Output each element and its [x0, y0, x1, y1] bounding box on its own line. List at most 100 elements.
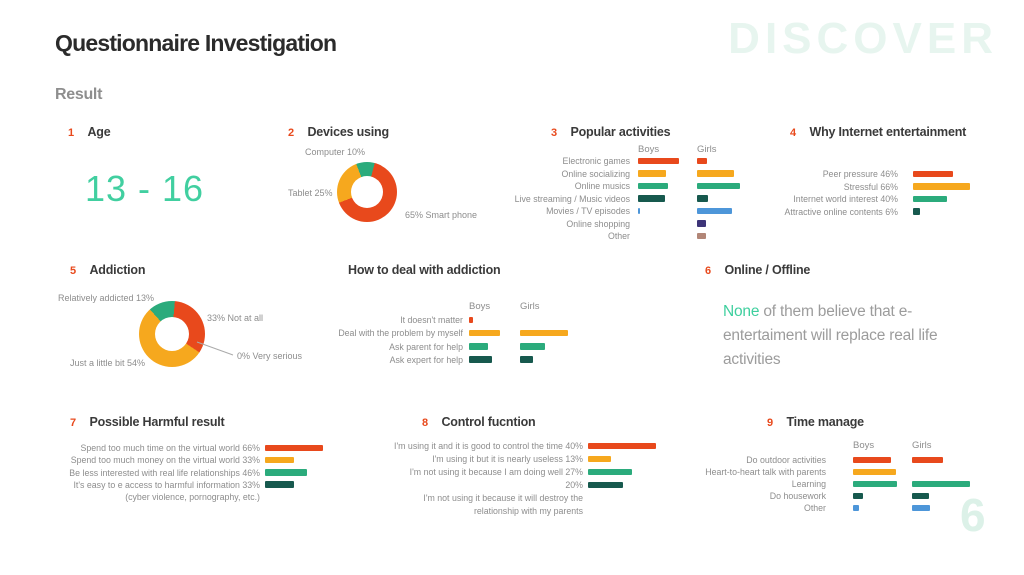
- result-subtitle: Result: [55, 86, 103, 103]
- bar-row-label: It doesn't matter: [400, 315, 463, 325]
- bar-row-extra-label: I'm not using it because it will destroy…: [423, 493, 583, 503]
- bar-boys: [638, 207, 640, 214]
- bar-boys: [638, 182, 668, 189]
- bar: [588, 442, 656, 449]
- bar-girls: [520, 356, 533, 363]
- section-number: 5: [70, 265, 77, 277]
- bar-boys: [853, 468, 896, 475]
- bar-boys: [853, 504, 859, 511]
- bar-row-label: Online shopping: [566, 218, 630, 229]
- section-title: Time manage: [786, 415, 864, 429]
- bar-girls: [697, 182, 740, 189]
- bar: [588, 468, 632, 475]
- section-harmful-result: 7 Possible Harmful result Spend too much…: [55, 410, 345, 530]
- donut-label-tablet: Tablet 25%: [288, 188, 333, 198]
- section-control-function: 8 Control fucntion I'm using it and it i…: [370, 410, 670, 540]
- bar: [913, 195, 947, 202]
- bar: [913, 183, 970, 190]
- bar-row-label: I'm not using it because I am doing well…: [409, 467, 583, 477]
- page-title: Questionnaire Investigation: [55, 30, 337, 56]
- bar-boys: [638, 195, 665, 202]
- bar-girls: [697, 170, 734, 177]
- bar-row-label: Learning: [791, 479, 826, 489]
- online-offline-statement: None of them believe that e-entertaiment…: [723, 300, 941, 372]
- bar-row-label: Peer pressure 46%: [822, 169, 898, 179]
- column-header-boys: Boys: [638, 144, 660, 155]
- highlight-word: None: [723, 303, 760, 320]
- bar-boys: [853, 456, 891, 463]
- bar-girls: [697, 157, 707, 164]
- section-number: 7: [70, 417, 77, 429]
- bar-boys: [853, 480, 897, 487]
- bar-row-label: Internet world interest 40%: [793, 194, 898, 204]
- column-header-girls: Girls: [520, 301, 540, 312]
- bar-row-label: It's easy to e access to harmful informa…: [73, 479, 260, 490]
- section-number: 6: [705, 265, 712, 277]
- bar-row-label: Deal with the problem by myself: [338, 328, 463, 339]
- age-range-value: 13 - 16: [85, 168, 205, 209]
- section-title: Addiction: [89, 263, 146, 277]
- bar: [913, 170, 953, 177]
- bar-row-label: Heart-to-heart talk with parents: [705, 467, 826, 477]
- bar-row-label: Ask parent for help: [389, 341, 463, 352]
- bar-boys: [469, 356, 492, 363]
- section-how-to-deal: How to deal with addiction Boys Girls It d…: [330, 258, 590, 388]
- bar-row-label: Do outdoor activities: [746, 455, 826, 465]
- section-age: 1 Age 13 - 16: [55, 120, 255, 240]
- bar-row-label: Electronic games: [562, 156, 630, 166]
- column-header-girls: Girls: [912, 440, 932, 451]
- section-title: Age: [87, 125, 111, 139]
- section-title: Possible Harmful result: [89, 415, 225, 429]
- bar-girls: [912, 480, 970, 487]
- bar-row-label: I'm using it but it is nearly useless 13…: [432, 454, 583, 464]
- bar-row-label: Be less interested with real life relati…: [69, 467, 260, 478]
- page-number: 6: [960, 489, 986, 541]
- section-harmful-header: 7 Possible Harmful result: [70, 413, 225, 431]
- bar-row-label: Stressful 66%: [843, 181, 898, 192]
- bar: [265, 444, 323, 451]
- bar-row-label: Online musics: [574, 181, 630, 191]
- bar-boys: [853, 492, 863, 499]
- section-control-header: 8 Control fucntion: [422, 413, 536, 431]
- bar-girls: [912, 504, 930, 511]
- section-number: 1: [68, 127, 75, 139]
- section-number: 2: [288, 127, 295, 139]
- bar-row-label: I'm using it and it is good to control t…: [394, 441, 583, 451]
- bar-row-label: Do housework: [769, 491, 826, 501]
- column-header-girls: Girls: [697, 144, 717, 155]
- bar-boys: [638, 170, 666, 177]
- section-number: 3: [551, 127, 558, 139]
- bar-row-extra-label: (cyber violence, pornography, etc.): [125, 492, 260, 503]
- bar-girls: [697, 232, 706, 239]
- bar-row-label: Spend too much money on the virtual worl…: [70, 455, 260, 466]
- bar-row-label: Spend too much time on the virtual world…: [80, 443, 260, 453]
- bar-girls: [912, 456, 943, 463]
- section-deal-header: How to deal with addiction: [348, 261, 501, 279]
- bar-boys: [469, 329, 500, 337]
- bar-row-label: Movies / TV episodes: [546, 206, 630, 216]
- bar-boys: [469, 343, 488, 350]
- bar-row-extra-label: relationship with my parents: [473, 506, 583, 516]
- section-title: Popular activities: [570, 125, 671, 139]
- column-header-boys: Boys: [469, 301, 491, 312]
- bar-boys: [469, 316, 473, 323]
- bar-row-label: Live streaming / Music videos: [514, 193, 630, 204]
- bar-row-label: Other: [803, 503, 826, 513]
- section-why-header: 4 Why Internet entertainment: [790, 123, 966, 141]
- section-popular-header: 3 Popular activities: [551, 123, 671, 141]
- bar-row-label: Ask expert for help: [389, 354, 463, 365]
- bar-girls: [912, 492, 929, 499]
- bar-row-label: Attractive online contents 6%: [784, 206, 898, 217]
- bar: [588, 455, 611, 462]
- bar-girls: [520, 329, 568, 337]
- donut-label-computer: Computer 10%: [305, 147, 366, 157]
- section-devices-header: 2 Devices using: [288, 123, 389, 141]
- bar: [265, 456, 294, 464]
- column-header-boys: Boys: [853, 440, 875, 451]
- section-number: 8: [422, 417, 429, 429]
- bar-girls: [697, 195, 708, 202]
- section-time-manage: 9 Time manage Boys Girls Do outdoor activi…: [700, 410, 1000, 540]
- section-title: Control fucntion: [441, 415, 536, 429]
- leader-line: [196, 341, 234, 356]
